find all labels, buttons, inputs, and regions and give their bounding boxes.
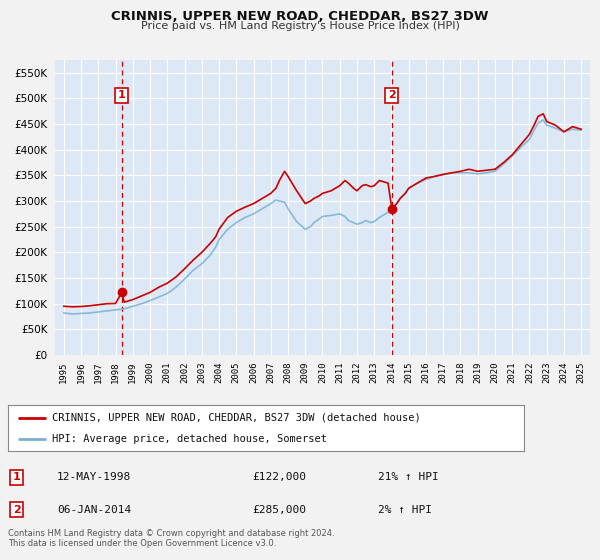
Text: 2% ↑ HPI: 2% ↑ HPI	[378, 505, 432, 515]
Text: £285,000: £285,000	[252, 505, 306, 515]
Text: 2: 2	[388, 90, 396, 100]
Text: CRINNIS, UPPER NEW ROAD, CHEDDAR, BS27 3DW: CRINNIS, UPPER NEW ROAD, CHEDDAR, BS27 3…	[111, 10, 489, 23]
Text: 2: 2	[13, 505, 20, 515]
Text: 1: 1	[118, 90, 125, 100]
Text: £122,000: £122,000	[252, 472, 306, 482]
Text: 06-JAN-2014: 06-JAN-2014	[57, 505, 131, 515]
Text: 21% ↑ HPI: 21% ↑ HPI	[378, 472, 439, 482]
Text: 12-MAY-1998: 12-MAY-1998	[57, 472, 131, 482]
Text: Price paid vs. HM Land Registry's House Price Index (HPI): Price paid vs. HM Land Registry's House …	[140, 21, 460, 31]
Text: HPI: Average price, detached house, Somerset: HPI: Average price, detached house, Some…	[52, 435, 326, 444]
Text: CRINNIS, UPPER NEW ROAD, CHEDDAR, BS27 3DW (detached house): CRINNIS, UPPER NEW ROAD, CHEDDAR, BS27 3…	[52, 413, 421, 423]
Text: 1: 1	[13, 472, 20, 482]
Text: Contains HM Land Registry data © Crown copyright and database right 2024.: Contains HM Land Registry data © Crown c…	[8, 529, 334, 538]
Text: This data is licensed under the Open Government Licence v3.0.: This data is licensed under the Open Gov…	[8, 539, 276, 548]
